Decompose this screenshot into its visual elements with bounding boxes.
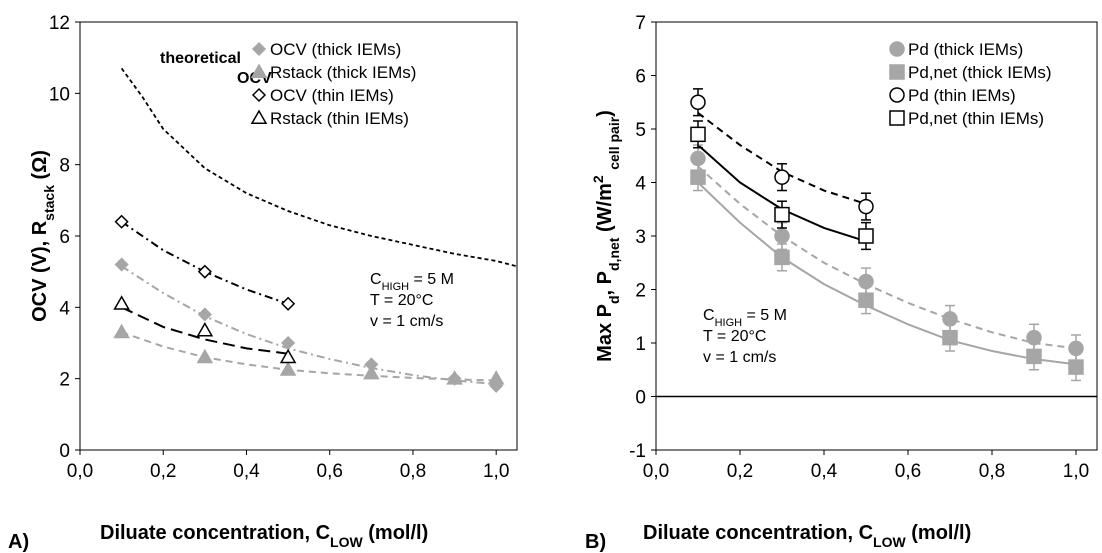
- fit-line-series-0: [121, 265, 497, 386]
- x-tick-label: 0,0: [643, 461, 669, 482]
- data-point-series-2: [197, 264, 212, 279]
- legend-marker: [889, 87, 905, 103]
- fit-line-series-0: [697, 165, 1077, 350]
- legend-b: Pd (thick IEMs) Pd,net (thick IEMs) Pd (th…: [889, 40, 1052, 128]
- condition-line: v = 1 cm/s: [703, 349, 776, 366]
- x-tick-label: 0,6: [895, 461, 921, 482]
- legend-marker: [889, 41, 905, 57]
- data-point-series-3: [279, 348, 297, 364]
- theoretical-label-1: theoretical: [160, 50, 241, 67]
- legend-marker: [251, 87, 267, 103]
- legend-label: Pd,net (thin IEMs): [908, 109, 1044, 128]
- data-point-series-3: [858, 228, 874, 244]
- legend-label: Pd,net (thick IEMs): [908, 63, 1052, 82]
- legend-marker: [889, 110, 905, 126]
- panel-label-a: A): [8, 531, 29, 553]
- y-tick-label: 0: [59, 441, 70, 462]
- data-point-series-1: [942, 329, 958, 346]
- legend-marker: [250, 63, 268, 78]
- y-tick-label: 5: [635, 120, 646, 141]
- plot-frame-b: [655, 21, 1098, 451]
- x-tick-label: 0,8: [979, 461, 1005, 482]
- fit-line-series-3: [121, 306, 289, 355]
- panel-b: 0,0 0,2 0,4 0,6 0,8 1,0 -1 0 1 2 3 4 5 6 7 Pd (thick I…: [585, 13, 1098, 553]
- data-point-series-2: [281, 296, 296, 311]
- fit-line-series-2: [121, 220, 289, 305]
- data-point-series-1: [1026, 348, 1042, 365]
- x-tick-label: 1,0: [483, 461, 509, 482]
- conditions-a: CHIGH = 5 MT = 20°C v = 1 cm/s: [370, 271, 454, 330]
- y-tick-label: 6: [59, 227, 70, 248]
- data-point-series-0: [114, 257, 129, 272]
- condition-line: CHIGH = 5 M: [370, 271, 454, 293]
- data-point-series-1: [196, 348, 214, 364]
- x-tick-label: 0,4: [811, 461, 838, 482]
- data-point-series-0: [774, 228, 790, 244]
- x-tick-label: 0,6: [317, 461, 343, 482]
- data-point-series-3: [774, 206, 790, 223]
- data-point-series-1: [363, 364, 380, 380]
- y-tick-label: 2: [59, 370, 70, 391]
- x-tick-label: 0,0: [67, 461, 93, 482]
- y-tick-label: 12: [49, 13, 70, 34]
- legend-label: Rstack (thin IEMs): [270, 109, 409, 128]
- y-tick-label: 1: [635, 334, 646, 355]
- y-tick-label: 4: [635, 174, 646, 195]
- data-point-series-1: [113, 323, 130, 339]
- legend-a: OCV (thick IEMs) Rstack (thick IEMs) OCV (…: [250, 40, 416, 128]
- condition-line: CHIGH = 5 M: [703, 307, 787, 329]
- legend-marker: [250, 109, 268, 124]
- conditions-b: CHIGH = 5 MT = 20°C v = 1 cm/s: [703, 307, 787, 366]
- data-point-series-2: [774, 169, 790, 185]
- legend-label: OCV (thick IEMs): [270, 40, 401, 59]
- y-tick-label: 4: [59, 298, 70, 319]
- x-tick-label: 0,2: [150, 461, 176, 482]
- y-tick-label: 3: [635, 227, 646, 248]
- data-point-series-3: [690, 126, 706, 143]
- condition-line: T = 20°C: [703, 328, 766, 345]
- y-tick-label: -1: [629, 441, 646, 462]
- x-tick-label: 1,0: [1063, 461, 1089, 482]
- data-point-series-3: [113, 295, 130, 310]
- data-point-series-0: [197, 307, 212, 322]
- y-tick-label: 10: [49, 84, 70, 105]
- y-axis-label-a: OCV (V), Rstack (Ω): [29, 150, 57, 322]
- x-axis-label-b: Diluate concentration, CLOW (mol/l): [643, 522, 971, 550]
- condition-line: T = 20°C: [370, 292, 433, 309]
- data-point-series-1: [279, 361, 297, 376]
- y-tick-label: 0: [635, 388, 646, 409]
- x-tick-label: 0,8: [400, 461, 426, 482]
- data-point-series-1: [487, 370, 505, 385]
- legend-label: Rstack (thick IEMs): [270, 63, 416, 82]
- legend-marker: [251, 41, 267, 57]
- y-tick-label: 8: [59, 156, 70, 177]
- y-tick-label: 7: [635, 13, 646, 34]
- fit-line-series-1: [121, 331, 497, 382]
- data-point-series-1: [858, 292, 874, 308]
- y-axis-label-b: Max Pd, Pd,net (W/m2 cell pair): [590, 110, 622, 362]
- data-point-series-1: [446, 370, 463, 385]
- data-point-series-1: [1068, 359, 1084, 375]
- data-point-series-1: [774, 249, 790, 266]
- legend-marker: [889, 64, 905, 80]
- fit-line-series-1: [697, 181, 1077, 366]
- x-tick-label: 0,2: [727, 461, 753, 482]
- legend-label: OCV (thin IEMs): [270, 86, 394, 105]
- y-tick-label: 6: [635, 67, 646, 88]
- data-point-series-2: [858, 198, 874, 215]
- data-point-series-3: [196, 322, 214, 337]
- data-point-series-1: [690, 169, 706, 185]
- legend-label: Pd (thin IEMs): [908, 86, 1016, 105]
- theoretical-ocv-curve: [120, 67, 518, 268]
- data-point-series-2: [690, 94, 706, 110]
- x-axis-label-a: Diluate concentration, CLOW (mol/l): [100, 522, 428, 550]
- condition-line: v = 1 cm/s: [370, 313, 443, 330]
- legend-label: Pd (thick IEMs): [908, 40, 1023, 59]
- data-point-series-2: [114, 214, 129, 229]
- y-tick-label: 2: [635, 281, 646, 302]
- panel-label-b: B): [585, 531, 606, 553]
- x-tick-label: 0,4: [233, 461, 260, 482]
